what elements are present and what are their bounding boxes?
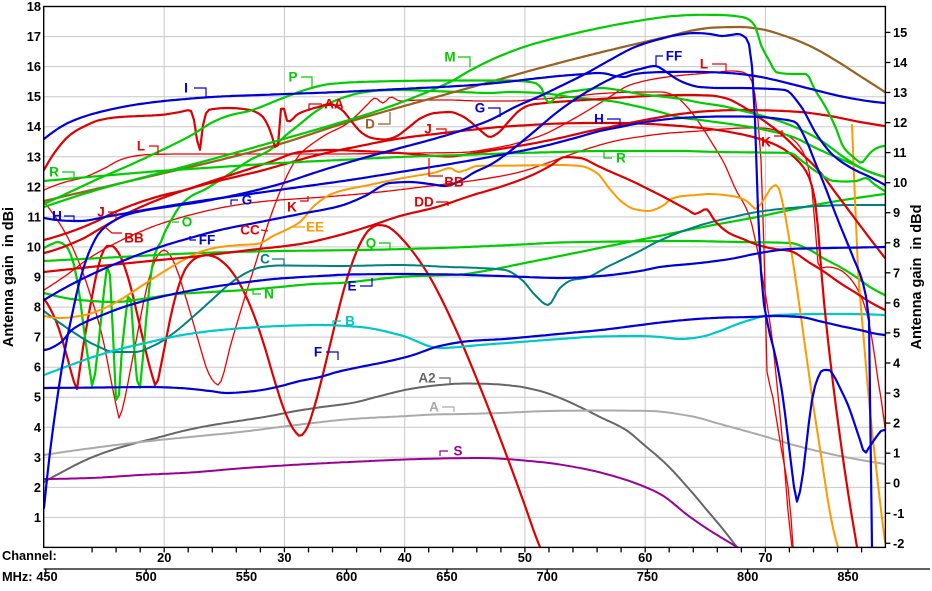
svg-text:O: O (182, 215, 193, 230)
svg-text:9: 9 (893, 205, 900, 220)
svg-text:J: J (97, 205, 105, 220)
svg-text:450: 450 (36, 569, 57, 584)
svg-text:40: 40 (398, 550, 412, 565)
svg-text:15: 15 (893, 25, 907, 40)
svg-text:17: 17 (27, 29, 41, 44)
svg-text:Antenna gain in dBi: Antenna gain in dBi (1, 207, 17, 347)
svg-text:Antenna gain in dBd: Antenna gain in dBd (909, 205, 925, 350)
svg-text:D: D (365, 117, 375, 132)
svg-text:H: H (52, 209, 62, 224)
svg-text:650: 650 (436, 569, 457, 584)
svg-text:1: 1 (34, 510, 41, 525)
svg-text:20: 20 (157, 550, 171, 565)
svg-text:G: G (475, 101, 486, 116)
svg-text:H: H (594, 112, 604, 127)
svg-text:M: M (444, 50, 455, 65)
svg-text:N: N (264, 287, 274, 302)
svg-text:-2: -2 (893, 536, 904, 551)
svg-text:BB: BB (444, 175, 464, 190)
svg-text:7: 7 (34, 330, 41, 345)
svg-text:8: 8 (34, 300, 41, 315)
svg-text:0: 0 (893, 476, 900, 491)
svg-text:K: K (287, 200, 297, 215)
svg-text:10: 10 (27, 239, 41, 254)
svg-text:12: 12 (27, 179, 41, 194)
svg-text:R: R (49, 165, 59, 180)
svg-text:550: 550 (236, 569, 257, 584)
svg-text:R: R (616, 151, 626, 166)
svg-text:AA: AA (324, 97, 344, 112)
svg-text:15: 15 (27, 89, 41, 104)
svg-text:L: L (700, 57, 708, 72)
svg-text:4: 4 (34, 420, 42, 435)
svg-text:11: 11 (893, 145, 907, 160)
svg-text:1: 1 (893, 446, 900, 461)
svg-text:FF: FF (666, 49, 683, 64)
svg-text:J: J (424, 122, 432, 137)
svg-text:F: F (314, 345, 322, 360)
svg-text:6: 6 (893, 295, 900, 310)
svg-text:11: 11 (27, 209, 41, 224)
svg-text:A: A (429, 400, 439, 415)
svg-text:FF: FF (199, 233, 216, 248)
svg-text:500: 500 (135, 569, 156, 584)
svg-text:L: L (137, 139, 145, 154)
svg-text:700: 700 (537, 569, 558, 584)
svg-text:600: 600 (336, 569, 357, 584)
svg-text:3: 3 (893, 386, 900, 401)
svg-text:Q: Q (366, 236, 377, 251)
svg-text:2: 2 (893, 416, 900, 431)
svg-text:CC: CC (240, 223, 260, 238)
svg-text:7: 7 (893, 265, 900, 280)
svg-text:EE: EE (306, 220, 324, 235)
svg-text:12: 12 (893, 115, 907, 130)
svg-text:Channel:: Channel: (2, 548, 57, 563)
svg-text:B: B (345, 314, 355, 329)
svg-text:800: 800 (737, 569, 758, 584)
svg-text:E: E (347, 279, 356, 294)
svg-text:9: 9 (34, 270, 41, 285)
svg-text:BB: BB (124, 231, 144, 246)
svg-text:3: 3 (34, 450, 41, 465)
svg-text:2: 2 (34, 480, 41, 495)
svg-text:S: S (453, 444, 462, 459)
svg-text:P: P (288, 70, 297, 85)
svg-text:8: 8 (893, 235, 900, 250)
svg-text:18: 18 (27, 0, 41, 14)
svg-text:5: 5 (893, 325, 900, 340)
svg-text:10: 10 (893, 175, 907, 190)
svg-text:750: 750 (637, 569, 658, 584)
svg-text:4: 4 (893, 356, 901, 371)
svg-text:13: 13 (27, 149, 41, 164)
svg-text:50: 50 (518, 550, 532, 565)
svg-text:G: G (242, 193, 253, 208)
svg-text:K: K (761, 135, 771, 150)
svg-text:C: C (260, 252, 270, 267)
svg-text:850: 850 (837, 569, 858, 584)
svg-text:5: 5 (34, 390, 41, 405)
svg-text:16: 16 (27, 59, 41, 74)
svg-text:I: I (184, 81, 188, 96)
svg-text:MHz:: MHz: (2, 569, 33, 584)
svg-text:DD: DD (414, 195, 434, 210)
svg-text:14: 14 (27, 119, 42, 134)
svg-text:30: 30 (277, 550, 291, 565)
svg-text:-1: -1 (893, 506, 904, 521)
svg-text:14: 14 (893, 55, 908, 70)
svg-text:6: 6 (34, 360, 41, 375)
svg-text:60: 60 (638, 550, 652, 565)
svg-text:A2: A2 (418, 371, 435, 386)
svg-text:70: 70 (758, 550, 772, 565)
svg-text:13: 13 (893, 85, 907, 100)
